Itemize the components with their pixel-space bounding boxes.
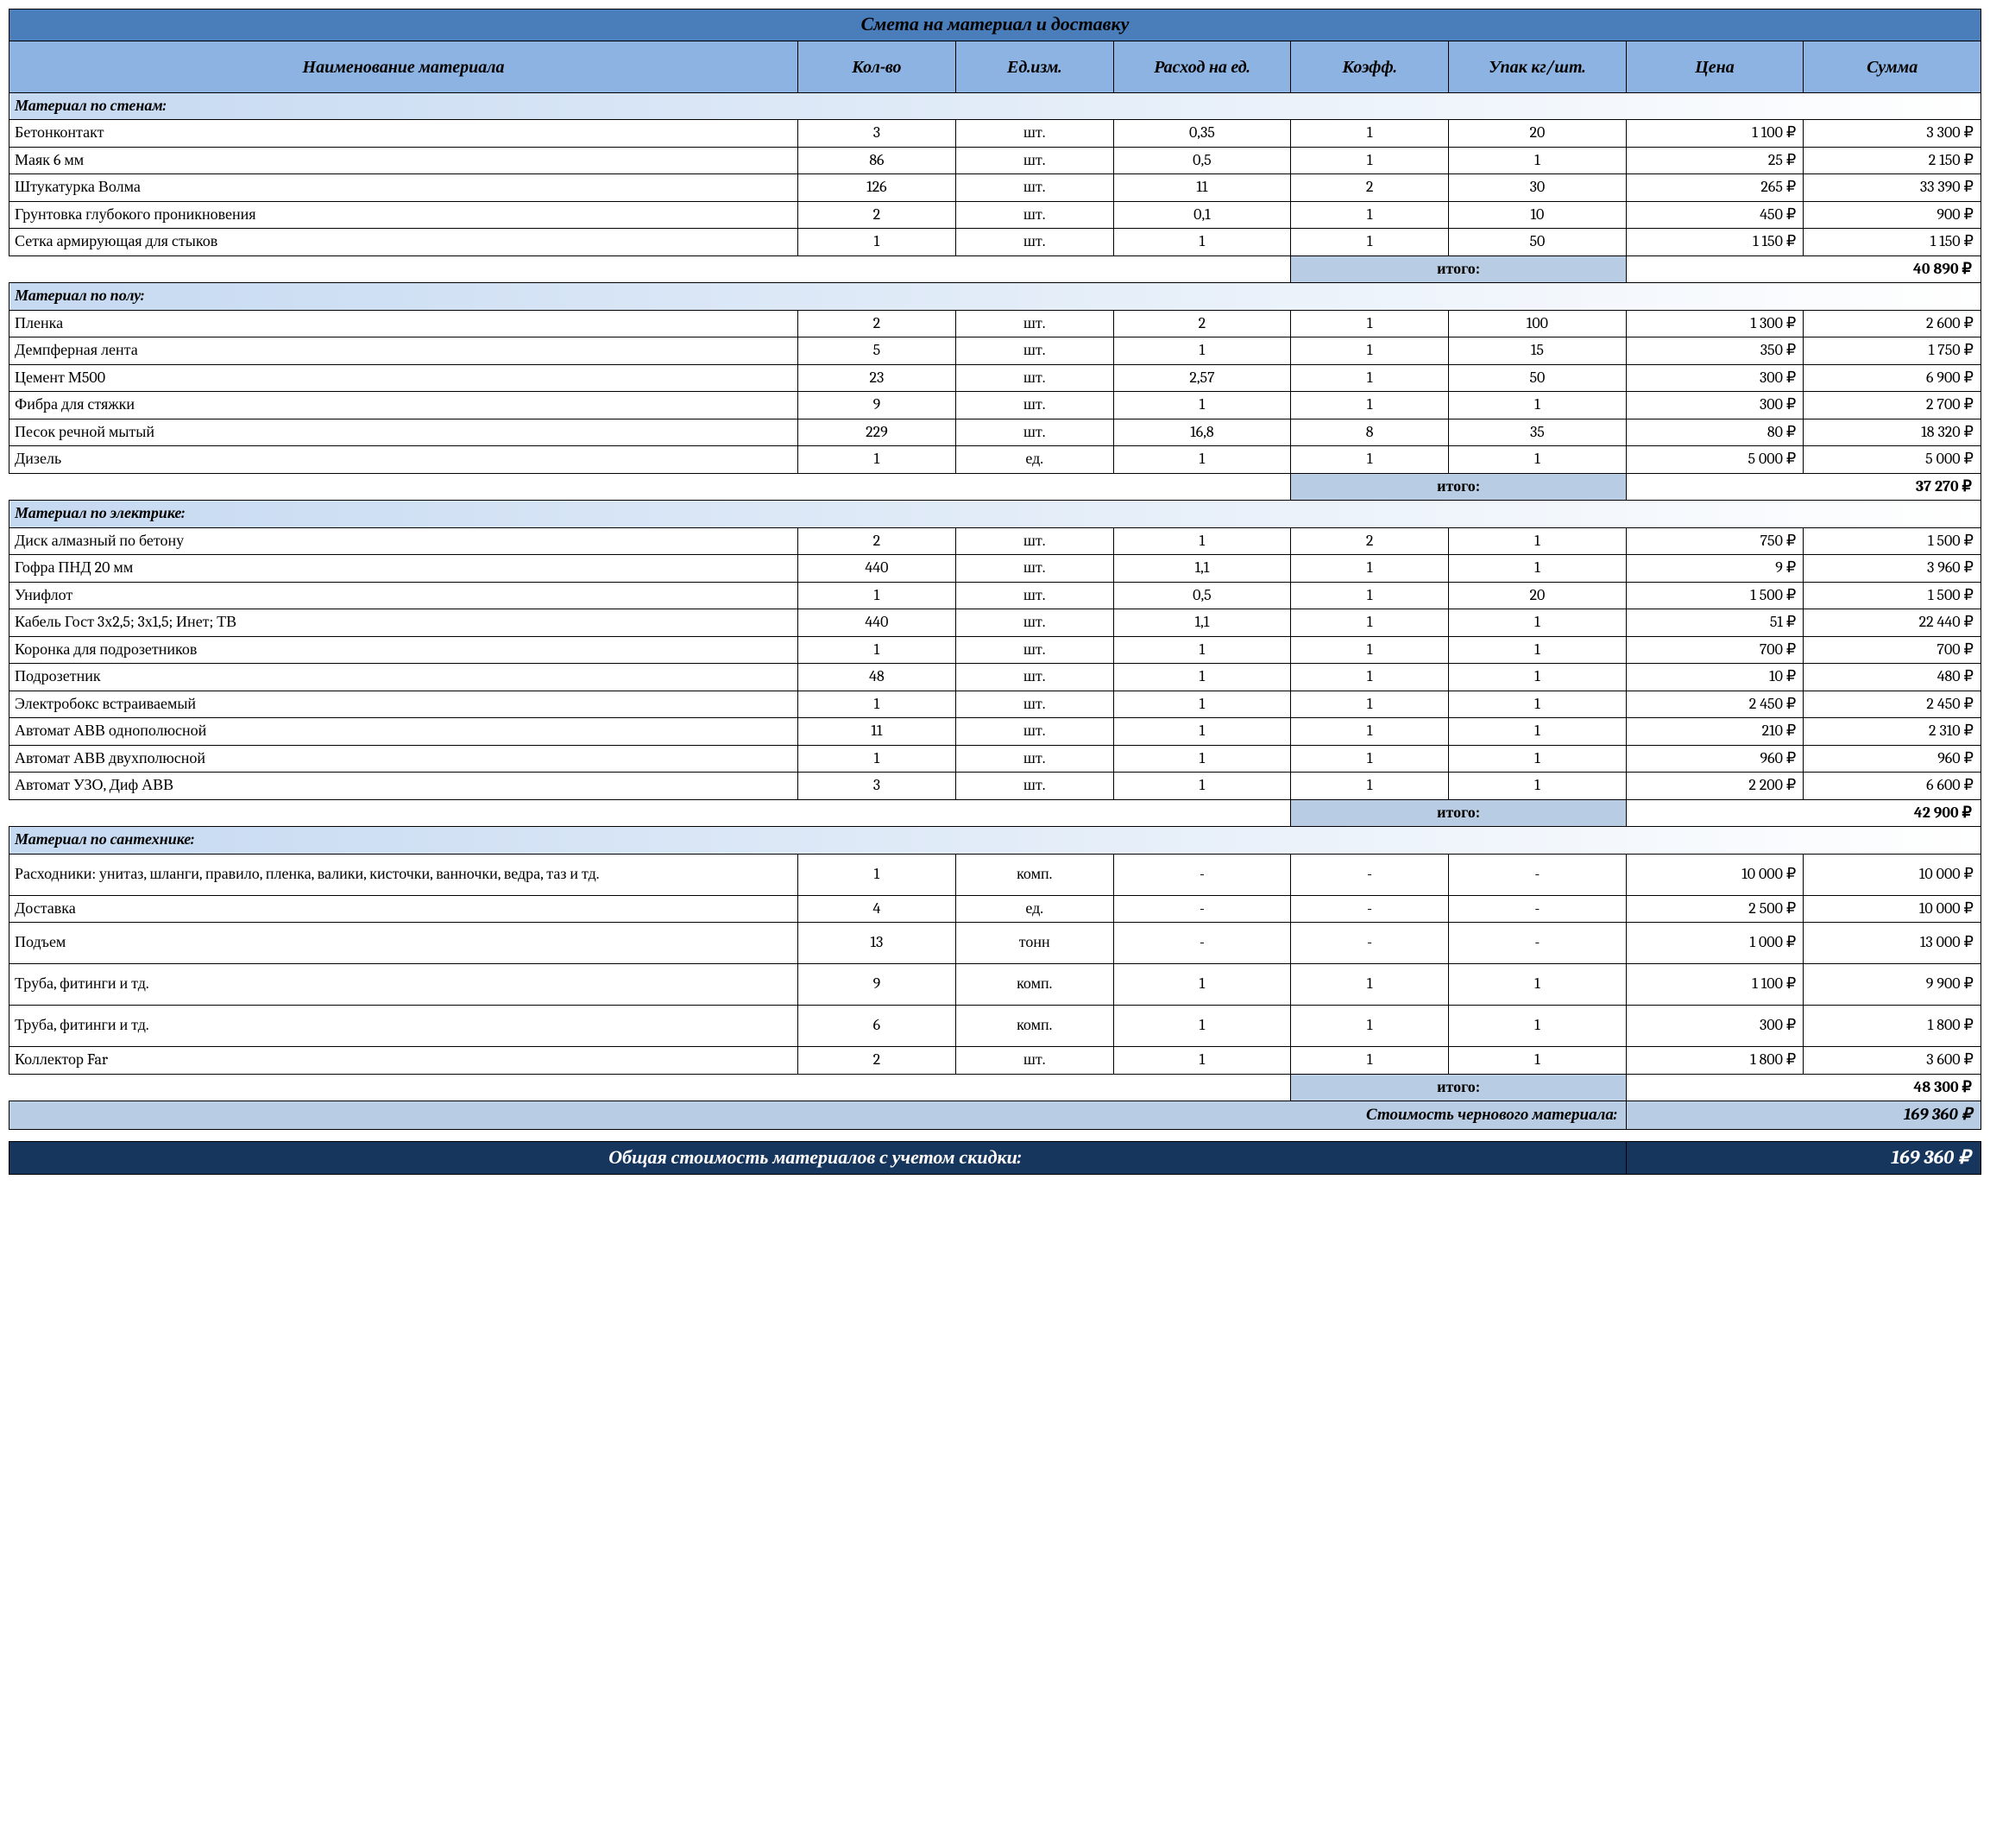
data-row: Грунтовка глубокого проникновения2шт.0,1… — [9, 201, 1981, 229]
section-header-0: Материал по стенам: — [9, 92, 1981, 120]
data-row: Кабель Гост 3х2,5; 3х1,5; Инет; ТВ440шт.… — [9, 609, 1981, 637]
subtotal-label: итого: — [1291, 1074, 1626, 1101]
section-header-1: Материал по полу: — [9, 283, 1981, 311]
data-row: Гофра ПНД 20 мм440шт.1,1119 ₽3 960 ₽ — [9, 555, 1981, 583]
cell-name: Сетка армирующая для стыков — [9, 229, 798, 256]
discount-label: Общая стоимость материалов с учетом скид… — [9, 1141, 1627, 1174]
title-row: Смета на материал и доставку — [9, 9, 1981, 41]
data-row: Демпферная лента5шт.1115350 ₽1 750 ₽ — [9, 337, 1981, 365]
data-row: Бетонконтакт3шт.0,351201 100 ₽3 300 ₽ — [9, 120, 1981, 148]
cell-name: Унифлот — [9, 582, 798, 609]
grand-total-row: Стоимость чернового материала:169 360 ₽ — [9, 1101, 1981, 1130]
data-row: Труба, фитинги и тд.6комп.111300 ₽1 800 … — [9, 1006, 1981, 1047]
data-row: Подрозетник48шт.11110 ₽480 ₽ — [9, 664, 1981, 691]
data-row: Пленка2шт.211001 300 ₽2 600 ₽ — [9, 310, 1981, 337]
subtotal-value: 40 890 ₽ — [1626, 255, 1981, 283]
subtotal-row-0: итого:40 890 ₽ — [9, 255, 1981, 283]
section-header-2: Материал по электрике: — [9, 501, 1981, 528]
data-row: Подъем13тонн---1 000 ₽13 000 ₽ — [9, 923, 1981, 964]
data-row: Коронка для подрозетников1шт.111700 ₽700… — [9, 636, 1981, 664]
cell-name: Грунтовка глубокого проникновения — [9, 201, 798, 229]
data-row: Штукатурка Волма126шт.11230265 ₽33 390 ₽ — [9, 174, 1981, 202]
data-row: Цемент М50023шт.2,57150300 ₽6 900 ₽ — [9, 364, 1981, 392]
cell-name: Расходники: унитаз, шланги, правило, пле… — [9, 854, 798, 895]
grand-value: 169 360 ₽ — [1626, 1101, 1981, 1130]
cell-name: Подрозетник — [9, 664, 798, 691]
cell-name: Штукатурка Волма — [9, 174, 798, 202]
data-row: Сетка армирующая для стыков1шт.11501 150… — [9, 229, 1981, 256]
discount-value: 169 360 ₽ — [1626, 1141, 1981, 1174]
data-row: Расходники: унитаз, шланги, правило, пле… — [9, 854, 1981, 895]
estimate-table: Смета на материал и доставкуНаименование… — [9, 9, 1981, 1175]
subtotal-value: 48 300 ₽ — [1626, 1074, 1981, 1101]
cell-name: Цемент М500 — [9, 364, 798, 392]
cell-name: Электробокс встраиваемый — [9, 691, 798, 718]
grand-label: Стоимость чернового материала: — [9, 1101, 1627, 1130]
col-header-3: Расход на ед. — [1113, 41, 1291, 92]
data-row: Унифлот1шт.0,51201 500 ₽1 500 ₽ — [9, 582, 1981, 609]
col-header-6: Цена — [1626, 41, 1804, 92]
subtotal-value: 37 270 ₽ — [1626, 473, 1981, 501]
col-header-5: Упак кг/шт. — [1449, 41, 1627, 92]
cell-name: Подъем — [9, 923, 798, 964]
data-row: Диск алмазный по бетону2шт.121750 ₽1 500… — [9, 527, 1981, 555]
cell-name: Дизель — [9, 446, 798, 474]
col-header-7: Сумма — [1804, 41, 1981, 92]
subtotal-row-3: итого:48 300 ₽ — [9, 1074, 1981, 1101]
cell-name: Коллектор Far — [9, 1047, 798, 1075]
section-header-3: Материал по сантехнике: — [9, 827, 1981, 855]
col-header-2: Ед.изм. — [955, 41, 1113, 92]
cell-name: Автомат АВВ однополюсной — [9, 718, 798, 746]
subtotal-row-2: итого:42 900 ₽ — [9, 799, 1981, 827]
cell-name: Фибра для стяжки — [9, 392, 798, 419]
data-row: Дизель1ед.1115 000 ₽5 000 ₽ — [9, 446, 1981, 474]
cell-name: Труба, фитинги и тд. — [9, 964, 798, 1006]
header-row: Наименование материалаКол-воЕд.изм.Расхо… — [9, 41, 1981, 92]
data-row: Коллектор Far2шт.1111 800 ₽3 600 ₽ — [9, 1047, 1981, 1075]
data-row: Труба, фитинги и тд.9комп.1111 100 ₽9 90… — [9, 964, 1981, 1006]
cell-name: Диск алмазный по бетону — [9, 527, 798, 555]
cell-name: Пленка — [9, 310, 798, 337]
col-header-4: Коэфф. — [1291, 41, 1449, 92]
data-row: Доставка4ед.---2 500 ₽10 000 ₽ — [9, 895, 1981, 923]
col-header-1: Кол-во — [798, 41, 956, 92]
col-header-0: Наименование материала — [9, 41, 798, 92]
subtotal-value: 42 900 ₽ — [1626, 799, 1981, 827]
cell-name: Труба, фитинги и тд. — [9, 1006, 798, 1047]
cell-name: Маяк 6 мм — [9, 147, 798, 174]
cell-name: Демпферная лента — [9, 337, 798, 365]
cell-name: Песок речной мытый — [9, 419, 798, 446]
subtotal-label: итого: — [1291, 799, 1626, 827]
cell-name: Кабель Гост 3х2,5; 3х1,5; Инет; ТВ — [9, 609, 798, 637]
data-row: Маяк 6 мм86шт.0,51125 ₽2 150 ₽ — [9, 147, 1981, 174]
data-row: Автомат УЗО, Диф АВВ3шт.1112 200 ₽6 600 … — [9, 773, 1981, 800]
subtotal-row-1: итого:37 270 ₽ — [9, 473, 1981, 501]
data-row: Электробокс встраиваемый1шт.1112 450 ₽2 … — [9, 691, 1981, 718]
data-row: Автомат АВВ двухполюсной1шт.111960 ₽960 … — [9, 745, 1981, 773]
discount-row: Общая стоимость материалов с учетом скид… — [9, 1141, 1981, 1174]
cell-name: Автомат АВВ двухполюсной — [9, 745, 798, 773]
cell-name: Коронка для подрозетников — [9, 636, 798, 664]
data-row: Фибра для стяжки9шт.111300 ₽2 700 ₽ — [9, 392, 1981, 419]
cell-name: Доставка — [9, 895, 798, 923]
subtotal-label: итого: — [1291, 473, 1626, 501]
spacer-row — [9, 1129, 1981, 1141]
cell-name: Гофра ПНД 20 мм — [9, 555, 798, 583]
cell-name: Бетонконтакт — [9, 120, 798, 148]
data-row: Автомат АВВ однополюсной11шт.111210 ₽2 3… — [9, 718, 1981, 746]
subtotal-label: итого: — [1291, 255, 1626, 283]
data-row: Песок речной мытый229шт.16,883580 ₽18 32… — [9, 419, 1981, 446]
cell-name: Автомат УЗО, Диф АВВ — [9, 773, 798, 800]
